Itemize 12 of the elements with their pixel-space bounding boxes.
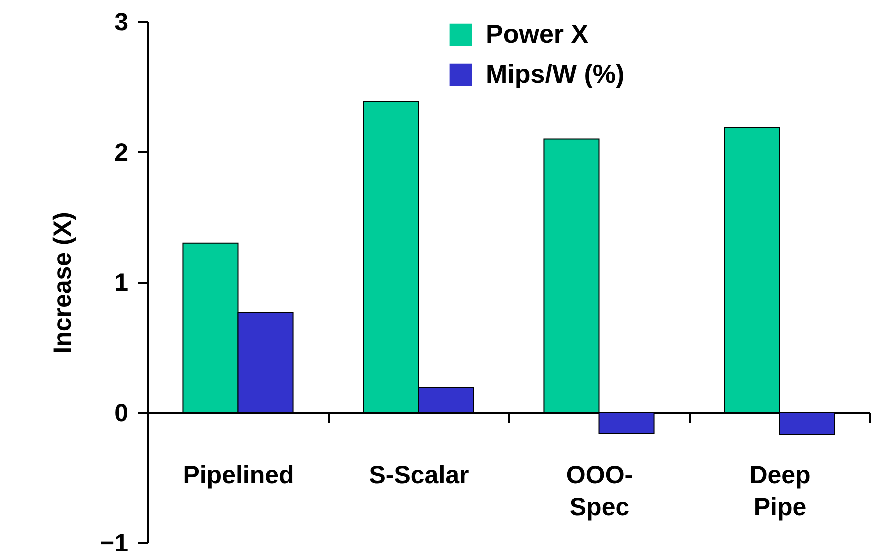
- y-tick-label: 3: [114, 8, 128, 36]
- y-tick-label: 2: [114, 138, 128, 167]
- x-tick-label: OOO-Spec: [566, 461, 634, 522]
- x-tick-label: Pipelined: [183, 461, 294, 490]
- y-tick-label: −1: [100, 530, 129, 555]
- y-axis-title: Increase (X): [48, 212, 77, 354]
- legend-label: Power X: [486, 19, 590, 49]
- y-tick-label: 1: [114, 269, 129, 297]
- x-tick-label: S-Scalar: [369, 461, 470, 490]
- y-tick-label: 0: [114, 399, 128, 428]
- legend-label: Mips/W (%): [486, 59, 625, 89]
- x-tick-label: Deep Pipe: [750, 461, 811, 522]
